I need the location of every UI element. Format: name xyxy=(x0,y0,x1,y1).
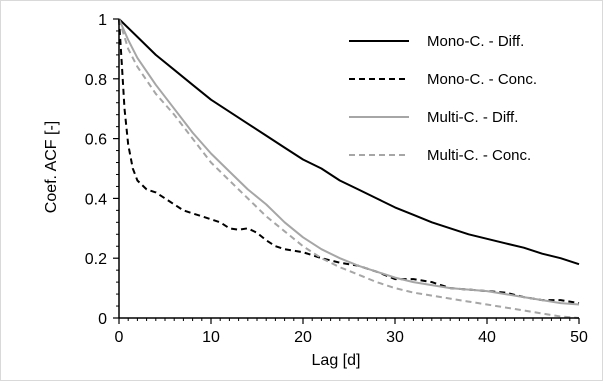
y-tick-label: 0.2 xyxy=(85,251,107,268)
series-line-3 xyxy=(118,18,580,306)
y-axis-title: Coef. ACF [-] xyxy=(43,121,60,213)
legend-label-1: Mono-C. - Diff. xyxy=(427,33,524,50)
y-tick-label: 0 xyxy=(98,311,107,328)
series-line-2 xyxy=(118,18,580,305)
legend: Mono-C. - Diff. Mono-C. - Conc. Multi-C. -… xyxy=(349,33,537,164)
x-tick-label: 20 xyxy=(294,329,312,346)
y-tick-label: 0.8 xyxy=(85,72,107,89)
x-tick-label: 50 xyxy=(570,329,588,346)
ticks-layer: 0 10 20 30 40 50 0 0.2 0.4 0.6 0.8 1 xyxy=(85,12,588,346)
x-tick-label: 10 xyxy=(202,329,220,346)
y-tick-label: 1 xyxy=(98,12,107,29)
x-tick-label: 30 xyxy=(386,329,404,346)
x-tick-label: 0 xyxy=(115,329,124,346)
legend-label-2: Mono-C. - Conc. xyxy=(427,71,537,88)
x-tick-label: 40 xyxy=(478,329,496,346)
series-line-1 xyxy=(118,18,580,266)
x-axis-title: Lag [d] xyxy=(312,352,361,369)
y-tick-label: 0.6 xyxy=(85,132,107,149)
legend-label-4: Multi-C. - Conc. xyxy=(427,147,531,164)
y-tick-label: 0.4 xyxy=(85,191,107,208)
series-line-4 xyxy=(118,18,580,319)
axes-layer xyxy=(118,19,579,319)
series-layer xyxy=(118,18,580,319)
legend-label-3: Multi-C. - Diff. xyxy=(427,109,518,126)
